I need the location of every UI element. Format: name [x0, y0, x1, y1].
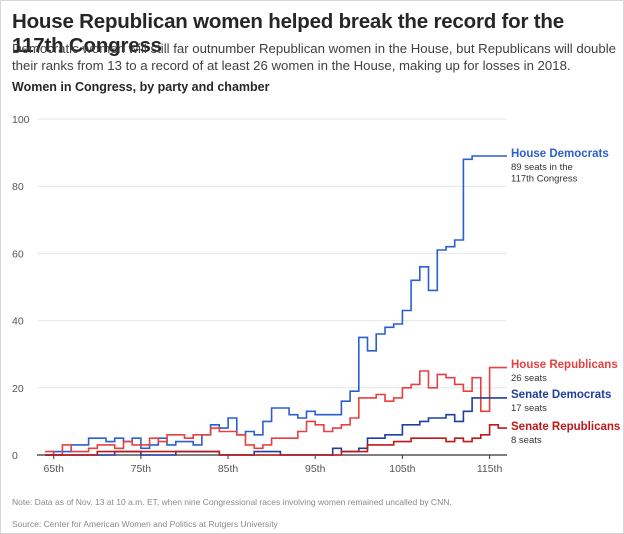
chart-heading: Women in Congress, by party and chamber: [12, 80, 270, 94]
y-tick-label: 40: [12, 316, 24, 328]
chart-subtitle: Democratic women will still far outnumbe…: [12, 41, 616, 73]
series-label: Senate Republicans: [511, 421, 620, 433]
x-tick-label: 85th: [218, 463, 239, 475]
series-label: House Republicans: [511, 359, 618, 371]
series-annotation: 89 seats in the: [511, 162, 573, 173]
chart-source: Source: Center for American Women and Po…: [12, 519, 278, 529]
series-line-senate-republicans: [45, 424, 507, 456]
y-tick-label: 60: [12, 248, 24, 260]
y-tick-label: 100: [12, 114, 30, 126]
series-annotation: 117th Congress: [511, 174, 578, 185]
y-tick-label: 20: [12, 383, 24, 395]
series-annotation: 17 seats: [511, 403, 547, 414]
x-tick-label: 115th: [477, 463, 503, 475]
series-line-house-republicans: [45, 366, 507, 456]
series-annotation: 8 seats: [511, 435, 542, 446]
chart-title: House Republican women helped break the …: [12, 10, 564, 57]
series-label: Senate Democrats: [511, 389, 611, 401]
x-tick-label: 65th: [43, 463, 64, 475]
series-label: House Democrats: [511, 148, 609, 160]
y-tick-label: 80: [12, 181, 24, 193]
series-annotation: 26 seats: [511, 373, 547, 384]
series-line-house-democrats: [45, 155, 507, 456]
x-tick-label: 95th: [305, 463, 326, 475]
x-tick-label: 75th: [131, 463, 152, 475]
line-chart: 0 20 40 60 80 100 65th 75th 85th 95th 105th 115th Ho…: [12, 114, 620, 475]
chart-note: Note: Data as of Nov. 13 at 10 a.m. ET, …: [12, 497, 452, 507]
x-tick-label: 105th: [389, 463, 415, 475]
y-tick-label: 0: [12, 450, 18, 462]
